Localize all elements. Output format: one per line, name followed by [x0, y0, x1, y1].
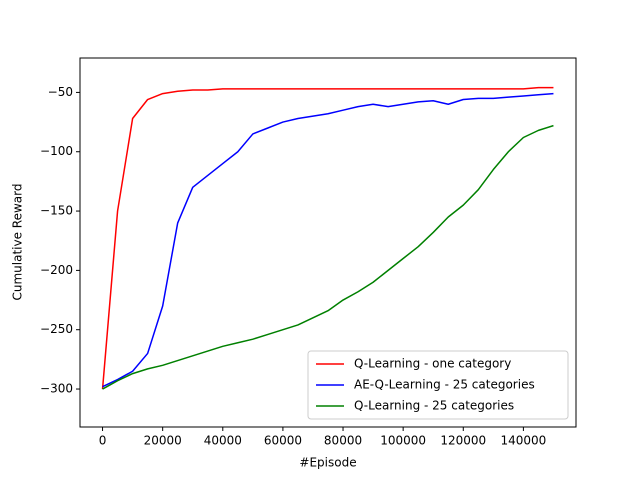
- series-line: [102, 124, 554, 390]
- plot-frame: [79, 57, 577, 428]
- y-tick-label: −200: [40, 263, 73, 277]
- legend-label: AE-Q-Learning - 25 categories: [354, 378, 535, 392]
- series-line: [101, 86, 554, 390]
- x-tick-label: 80000: [324, 434, 362, 448]
- legend-box: [307, 350, 569, 420]
- series-line: [102, 92, 554, 388]
- x-tick-label: 60000: [264, 434, 302, 448]
- legend-label: Q-Learning - one category: [354, 357, 511, 371]
- y-tick-label: −100: [40, 144, 73, 158]
- x-tick-label: 120000: [440, 434, 486, 448]
- x-tick-label: 100000: [380, 434, 426, 448]
- x-tick-label: 20000: [144, 434, 182, 448]
- x-axis-label: #Episode: [299, 456, 356, 470]
- y-axis-label: Cumulative Reward: [11, 184, 25, 301]
- legend-label: Q-Learning - 25 categories: [354, 399, 514, 413]
- y-tick-label: −250: [40, 322, 73, 336]
- x-tick-label: 0: [99, 434, 107, 448]
- x-tick-label: 140000: [500, 434, 546, 448]
- x-tick-label: 40000: [204, 434, 242, 448]
- y-tick-label: −300: [40, 382, 73, 396]
- y-tick-label: −50: [48, 85, 73, 99]
- y-tick-label: −150: [40, 204, 73, 218]
